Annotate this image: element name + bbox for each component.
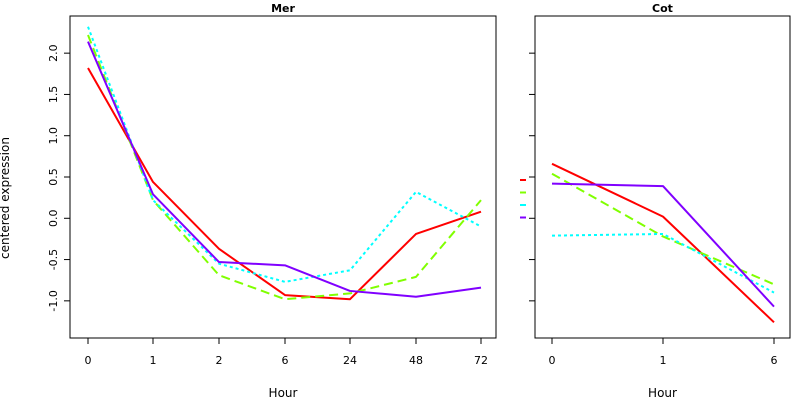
series-line-3 (87, 26, 482, 283)
y-tick-label: -0.5 (47, 249, 60, 270)
x-tick-label: 24 (343, 354, 357, 367)
panel-title: Mer (271, 2, 295, 15)
y-tick-label: 1.5 (47, 86, 60, 104)
y-tick-label: 1.0 (47, 127, 60, 145)
series-line-1 (87, 67, 482, 301)
series-line-2 (87, 34, 482, 301)
series-line-4 (551, 182, 775, 308)
series-line-4 (87, 41, 482, 298)
x-tick-label: 1 (150, 354, 157, 367)
y-tick-label: 2.0 (47, 44, 60, 62)
x-tick-label: 6 (771, 354, 778, 367)
panel-mer: Mer 0 1 2 6 24 48 72 Hour -1.0 -0.5 0.0 0.5 1.0 1.5 2.0 (47, 2, 497, 400)
x-axis-label: Hour (269, 386, 298, 400)
x-tick-label: 48 (409, 354, 423, 367)
plot-frame (69, 15, 497, 339)
x-tick-label: 0 (549, 354, 556, 367)
x-tick-label: 6 (282, 354, 289, 367)
panel-cot: Cot 0 1 6 Hour (520, 2, 791, 400)
x-axis-label: Hour (648, 386, 677, 400)
x-tick-label: 2 (216, 354, 223, 367)
y-tick-label: 0.5 (47, 168, 60, 186)
y-tick-label: 0.0 (47, 210, 60, 228)
series-line-2 (551, 172, 775, 286)
series-line-3 (551, 232, 775, 294)
plot-frame (534, 15, 791, 339)
x-tick-label: 0 (85, 354, 92, 367)
x-tick-label: 1 (660, 354, 667, 367)
series-line-1 (551, 162, 775, 324)
panel-title: Cot (652, 2, 673, 15)
x-tick-label: 72 (474, 354, 488, 367)
y-tick-label: -1.0 (47, 290, 60, 311)
figure-y-axis-label: centered expression (0, 137, 12, 259)
